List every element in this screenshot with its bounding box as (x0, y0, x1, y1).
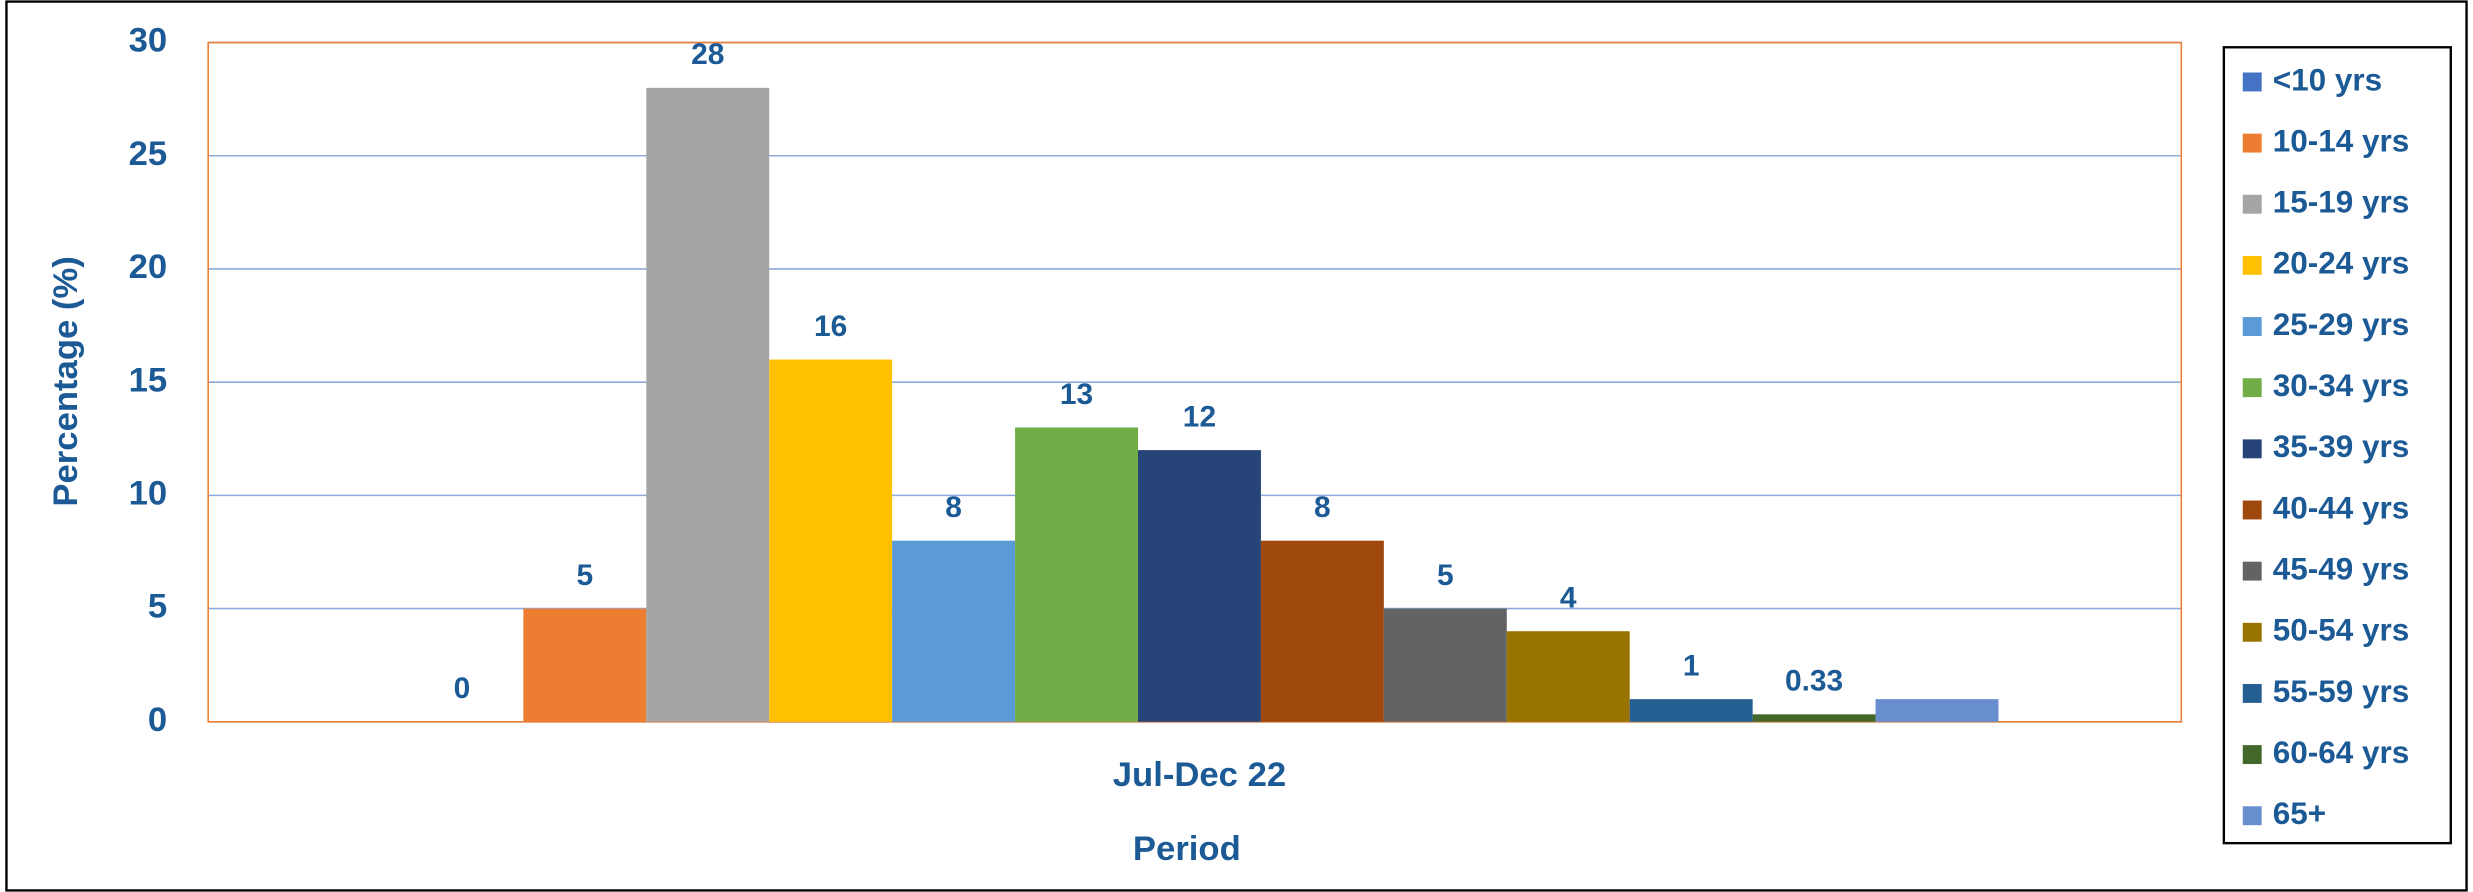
legend-swatch (2242, 439, 2262, 459)
data-label: 1 (1683, 650, 1700, 683)
data-label: 5 (1437, 559, 1454, 592)
legend-label: <10 yrs (2273, 61, 2382, 97)
bar (1383, 608, 1507, 722)
legend-label: 15-19 yrs (2273, 184, 2410, 220)
legend-label: 25-29 yrs (2273, 306, 2410, 342)
legend-label: 60-64 yrs (2273, 734, 2410, 770)
bar (646, 87, 770, 722)
y-tick-label: 25 (129, 135, 168, 173)
legend-label: 65+ (2273, 795, 2326, 831)
legend-label: 35-39 yrs (2273, 428, 2410, 464)
legend-label: 10-14 yrs (2273, 122, 2410, 158)
legend-swatch (2242, 133, 2262, 153)
legend-label: 20-24 yrs (2273, 245, 2410, 281)
y-tick-label: 10 (129, 475, 168, 513)
data-label: 8 (1314, 491, 1331, 524)
legend-label: 40-44 yrs (2273, 489, 2410, 525)
data-label: 13 (1060, 378, 1093, 411)
data-label: 12 (1183, 400, 1216, 433)
bar (1015, 427, 1139, 722)
data-label: 8 (945, 491, 962, 524)
legend-label: 50-54 yrs (2273, 612, 2410, 648)
bar (769, 359, 893, 722)
data-label: 4 (1560, 582, 1577, 615)
bar (1260, 540, 1384, 722)
legend-swatch (2242, 806, 2262, 826)
legend-label: 30-34 yrs (2273, 367, 2410, 403)
legend-label: 55-59 yrs (2273, 673, 2410, 709)
legend-swatch (2242, 683, 2262, 703)
y-tick-label: 5 (148, 588, 167, 626)
legend-swatch (2242, 745, 2262, 765)
data-label: 0 (454, 672, 471, 705)
bar (1752, 714, 1876, 722)
bar (523, 608, 647, 722)
x-axis-label: Period (1133, 830, 1241, 868)
legend-swatch (2242, 255, 2262, 275)
bar (1629, 699, 1753, 722)
y-tick-label: 30 (129, 22, 168, 60)
bar (1875, 699, 1999, 722)
legend-swatch (2242, 378, 2262, 398)
legend-swatch (2242, 622, 2262, 642)
bar (892, 540, 1016, 722)
data-label: 5 (577, 559, 594, 592)
y-tick-label: 0 (148, 701, 167, 739)
legend-label: 45-49 yrs (2273, 550, 2410, 586)
bar (1506, 631, 1630, 722)
data-label: 0.33 (1785, 665, 1843, 698)
legend-swatch (2242, 72, 2262, 92)
x-tick-label: Jul-Dec 22 (1113, 756, 1286, 794)
chart-border (5, 0, 2468, 892)
y-tick-label: 20 (129, 248, 168, 286)
legend-swatch (2242, 561, 2262, 581)
y-axis-label: Percentage (%) (47, 256, 85, 506)
data-label: 16 (814, 310, 847, 343)
legend-swatch (2242, 194, 2262, 214)
bar (1138, 450, 1261, 722)
y-tick-label: 15 (129, 361, 168, 399)
data-label: 28 (691, 38, 724, 71)
legend-swatch (2242, 317, 2262, 336)
legend-swatch (2242, 500, 2262, 520)
